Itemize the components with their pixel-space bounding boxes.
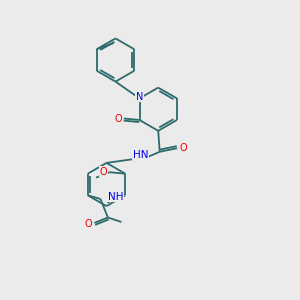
Text: O: O: [115, 113, 122, 124]
Text: N: N: [136, 92, 143, 102]
Text: O: O: [179, 143, 187, 153]
Text: O: O: [100, 167, 107, 177]
Text: NH: NH: [108, 191, 123, 202]
Text: O: O: [85, 219, 92, 230]
Text: HN: HN: [133, 150, 148, 160]
